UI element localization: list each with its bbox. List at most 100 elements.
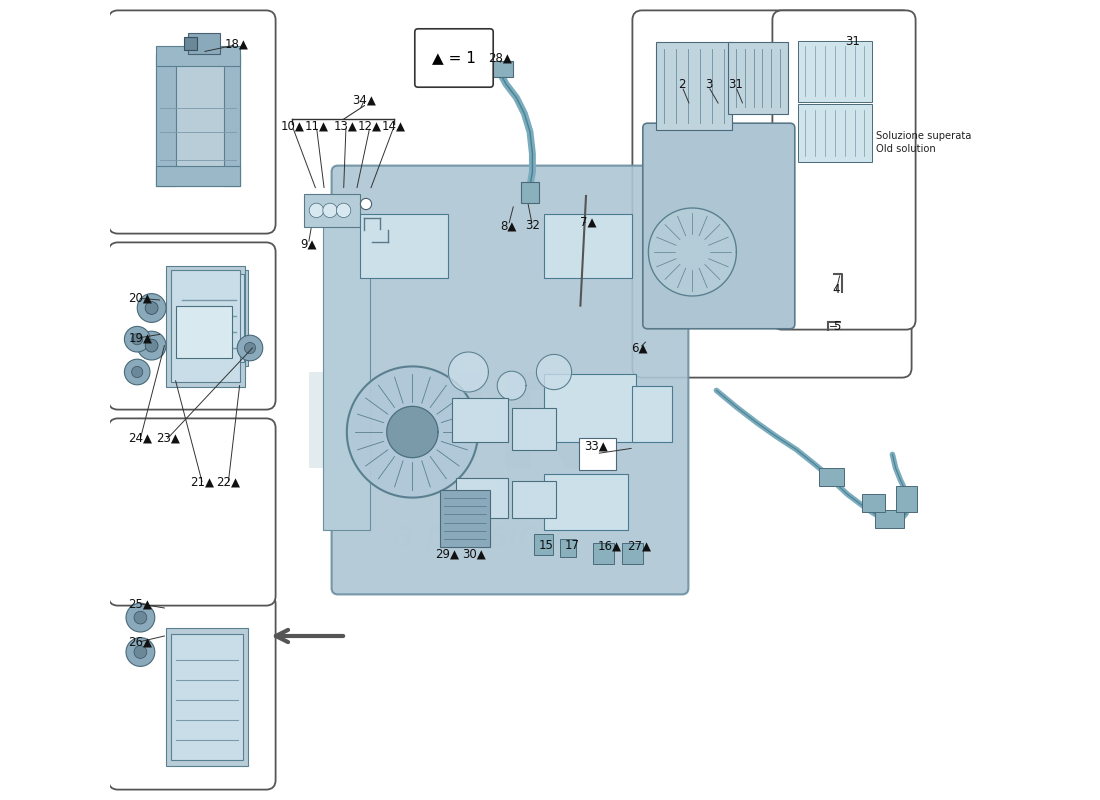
Text: 25▲: 25▲ [129,598,152,610]
Circle shape [238,335,263,361]
Text: 19▲: 19▲ [129,331,153,344]
Text: 20▲: 20▲ [129,292,152,305]
Polygon shape [648,208,736,296]
FancyBboxPatch shape [188,33,220,54]
FancyBboxPatch shape [156,46,240,66]
FancyBboxPatch shape [521,182,539,203]
FancyBboxPatch shape [896,486,917,512]
FancyBboxPatch shape [493,61,514,77]
Circle shape [138,331,166,360]
Text: 16▲: 16▲ [598,539,622,552]
FancyBboxPatch shape [166,628,248,766]
FancyBboxPatch shape [415,29,493,87]
FancyBboxPatch shape [109,242,276,410]
FancyBboxPatch shape [170,270,241,382]
Circle shape [337,203,351,218]
Polygon shape [387,406,438,458]
Polygon shape [346,366,478,498]
Text: 18▲: 18▲ [224,38,249,50]
FancyBboxPatch shape [560,539,576,557]
FancyBboxPatch shape [156,54,176,186]
Text: 10▲: 10▲ [280,120,305,133]
FancyBboxPatch shape [513,481,556,518]
FancyBboxPatch shape [544,374,636,442]
Text: 6▲: 6▲ [631,342,648,354]
Text: 31: 31 [728,78,743,90]
FancyBboxPatch shape [176,306,232,358]
FancyBboxPatch shape [185,37,197,50]
Polygon shape [537,354,572,390]
Text: 14▲: 14▲ [382,120,406,133]
FancyBboxPatch shape [109,594,276,790]
FancyBboxPatch shape [440,490,490,547]
Text: 3: 3 [705,78,712,90]
Text: 26▲: 26▲ [129,635,153,648]
FancyBboxPatch shape [632,10,912,378]
Text: 2: 2 [679,78,685,90]
FancyBboxPatch shape [361,214,448,278]
Text: 17: 17 [565,539,580,552]
FancyBboxPatch shape [772,10,915,330]
Circle shape [124,326,150,352]
FancyBboxPatch shape [593,543,614,564]
Circle shape [124,359,150,385]
Text: 8▲: 8▲ [500,219,517,232]
FancyBboxPatch shape [456,478,507,518]
Circle shape [138,294,166,322]
Circle shape [134,646,146,658]
FancyBboxPatch shape [305,194,360,227]
Text: 12▲: 12▲ [358,120,382,133]
Circle shape [126,603,155,632]
Text: 32: 32 [525,219,540,232]
FancyBboxPatch shape [156,54,240,186]
FancyBboxPatch shape [874,510,903,528]
Text: 22▲: 22▲ [217,475,241,488]
FancyBboxPatch shape [176,274,243,362]
Text: 29▲: 29▲ [436,547,460,560]
Text: 27▲: 27▲ [628,539,651,552]
FancyBboxPatch shape [798,41,871,102]
Text: 7▲: 7▲ [580,216,596,229]
FancyBboxPatch shape [632,386,672,442]
Text: 34▲: 34▲ [352,94,376,106]
FancyBboxPatch shape [109,418,276,606]
FancyBboxPatch shape [322,222,370,530]
Circle shape [145,302,158,314]
FancyBboxPatch shape [657,42,732,130]
FancyBboxPatch shape [166,266,245,387]
FancyBboxPatch shape [798,104,871,162]
FancyBboxPatch shape [224,54,240,186]
Text: EUR: EUR [297,369,595,495]
FancyBboxPatch shape [156,166,240,186]
FancyBboxPatch shape [170,634,243,760]
Circle shape [361,198,372,210]
Text: 30▲: 30▲ [462,547,486,560]
Circle shape [145,339,158,352]
FancyBboxPatch shape [109,10,276,234]
FancyBboxPatch shape [513,408,556,450]
FancyBboxPatch shape [331,166,689,594]
FancyBboxPatch shape [621,543,642,564]
FancyBboxPatch shape [818,468,845,486]
Text: Soluzione superata
Old solution: Soluzione superata Old solution [876,131,971,154]
FancyBboxPatch shape [544,474,628,530]
Text: 23▲: 23▲ [156,432,179,445]
FancyBboxPatch shape [642,123,795,329]
FancyBboxPatch shape [544,214,631,278]
Text: ▲ = 1: ▲ = 1 [432,50,476,66]
FancyBboxPatch shape [728,42,788,114]
Text: 11▲: 11▲ [305,120,329,133]
Text: 21▲: 21▲ [190,475,214,488]
Text: 28▲: 28▲ [488,51,513,64]
Circle shape [322,203,338,218]
FancyBboxPatch shape [173,270,248,366]
Circle shape [244,342,255,354]
Text: 31: 31 [845,35,860,48]
Text: 13▲: 13▲ [334,120,358,133]
Text: 4: 4 [833,283,840,296]
Text: 33▲: 33▲ [584,440,608,453]
Text: 9▲: 9▲ [300,238,317,250]
Circle shape [132,334,143,345]
FancyBboxPatch shape [862,494,886,512]
FancyBboxPatch shape [452,398,507,442]
